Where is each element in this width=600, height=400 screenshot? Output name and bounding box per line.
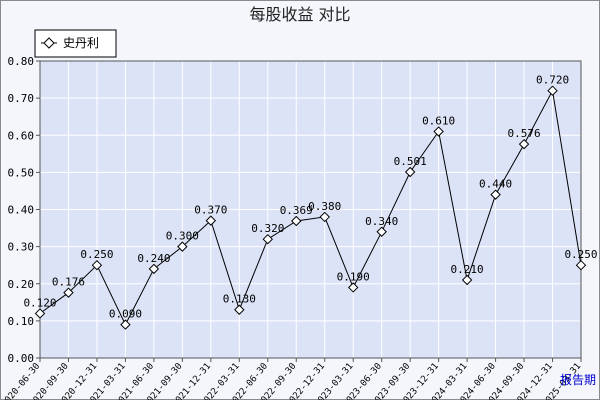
data-label: 0.576 <box>507 127 540 140</box>
data-label: 0.240 <box>137 252 170 265</box>
data-point-marker <box>575 259 587 271</box>
y-tick-label: 0.20 <box>8 278 35 291</box>
data-point-marker <box>518 138 530 150</box>
data-point-marker <box>63 287 74 298</box>
data-label: 0.090 <box>109 308 142 321</box>
legend-diamond-marker <box>43 37 55 49</box>
data-point-marker <box>291 215 302 227</box>
data-label: 0.380 <box>308 200 341 213</box>
data-label: 0.320 <box>251 222 284 235</box>
data-label: 0.610 <box>422 115 455 128</box>
plot-area: 0.000.100.200.300.400.500.600.700.802020… <box>0 55 598 400</box>
y-tick-label: 0.00 <box>8 352 35 365</box>
y-tick-label: 0.70 <box>8 92 35 105</box>
data-point-marker <box>461 274 473 286</box>
data-point-marker <box>120 319 131 330</box>
chart-title: 每股收益 对比 <box>249 5 350 24</box>
data-point-marker <box>234 304 245 315</box>
data-label: 0.720 <box>536 74 569 87</box>
y-tick-label: 0.30 <box>8 241 35 254</box>
data-label: 0.250 <box>564 248 597 261</box>
data-label: 0.130 <box>223 293 256 306</box>
data-label: 0.176 <box>52 276 85 289</box>
data-point-marker <box>348 282 359 293</box>
data-label: 0.369 <box>280 204 313 217</box>
plot-border <box>39 60 582 359</box>
data-label: 0.340 <box>365 215 398 228</box>
y-tick-label: 0.40 <box>8 204 35 217</box>
data-point-marker <box>319 211 330 223</box>
data-point-marker <box>262 233 273 245</box>
data-point-marker <box>34 308 46 319</box>
data-label: 0.370 <box>194 204 227 217</box>
data-point-marker <box>404 166 416 178</box>
y-tick-label: 0.60 <box>8 129 35 142</box>
data-label: 0.250 <box>80 248 113 261</box>
data-label: 0.300 <box>166 230 199 243</box>
data-label: 0.210 <box>451 263 484 276</box>
data-point-marker <box>205 215 217 226</box>
data-point-marker <box>148 263 160 275</box>
y-tick-label: 0.10 <box>8 315 35 328</box>
legend-series-label: 史丹利 <box>63 36 99 50</box>
data-point-marker <box>547 85 558 96</box>
data-label: 0.190 <box>337 270 370 283</box>
y-tick-label: 0.80 <box>8 55 35 68</box>
data-label: 0.120 <box>23 296 56 309</box>
data-point-marker <box>376 226 387 237</box>
data-label: 0.440 <box>479 178 512 191</box>
data-point-marker <box>433 126 444 137</box>
data-label: 0.501 <box>394 155 427 168</box>
x-axis-label: 报告期 <box>560 372 596 387</box>
data-point-marker <box>490 189 501 200</box>
data-point-marker <box>91 259 103 271</box>
legend: 史丹利 <box>34 29 117 58</box>
y-tick-label: 0.50 <box>8 166 35 179</box>
series-line <box>39 89 582 326</box>
data-point-marker <box>177 241 188 252</box>
